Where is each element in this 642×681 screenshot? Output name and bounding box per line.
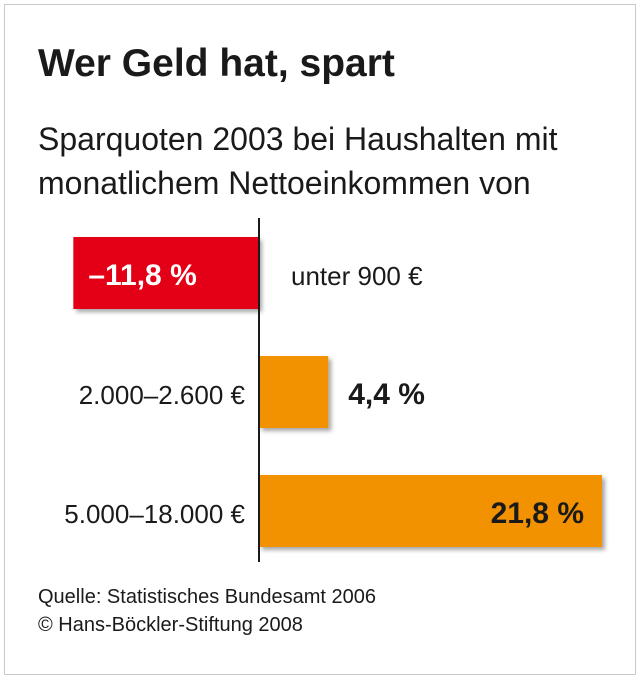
copyright-line: © Hans-Böckler-Stiftung 2008 <box>38 614 303 636</box>
category-label-1: unter 900 € <box>291 261 423 291</box>
infographic-card <box>4 4 636 675</box>
chart-title: Wer Geld hat, spart <box>38 42 395 85</box>
bar-2 <box>259 356 329 428</box>
bar-3 <box>259 475 602 547</box>
bar-1 <box>73 237 259 309</box>
subtitle-line-2: monatlichem Nettoeinkommen von <box>38 165 531 201</box>
category-label-3: 5.000–18.000 € <box>64 499 245 529</box>
value-label-3: 21,8 % <box>491 497 584 530</box>
value-label-1: –11,8 % <box>88 259 196 292</box>
value-label-2: 4,4 % <box>348 378 425 411</box>
source-line: Quelle: Statistisches Bundesamt 2006 <box>38 586 376 608</box>
source-notes: Quelle: Statistisches Bundesamt 2006 © H… <box>38 583 376 639</box>
chart-subtitle: Sparquoten 2003 bei Haushalten mit monat… <box>38 117 618 205</box>
category-label-2: 2.000–2.600 € <box>79 380 246 410</box>
subtitle-line-1: Sparquoten 2003 bei Haushalten mit <box>38 121 558 157</box>
